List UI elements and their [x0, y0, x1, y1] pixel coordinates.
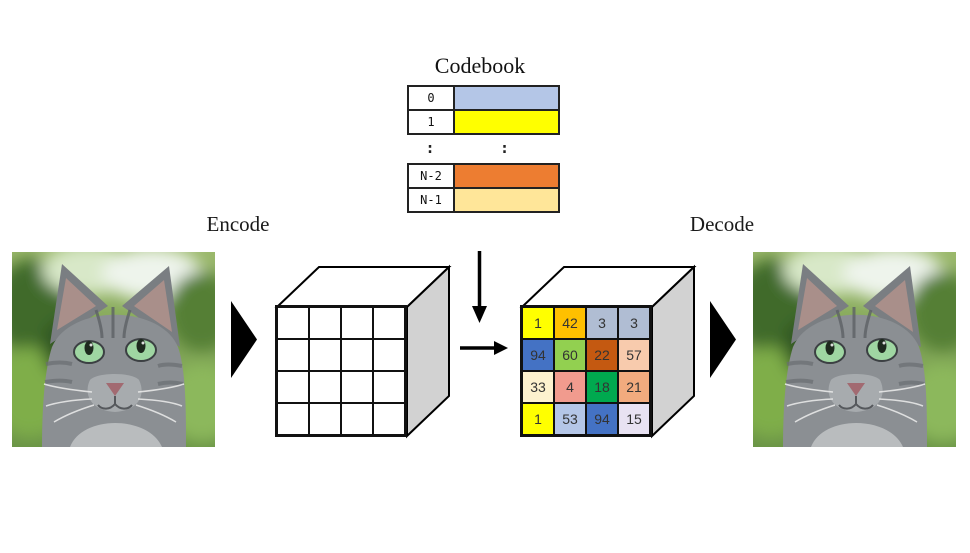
codebook-ellipsis: : : [407, 139, 556, 161]
codebook-row: N-2 [409, 165, 558, 189]
codebook-row: 0 [409, 87, 558, 111]
latent-cell: 42 [554, 307, 586, 339]
latent-cell: 3 [586, 307, 618, 339]
latent-cell: 60 [554, 339, 586, 371]
latent-cell: 94 [586, 403, 618, 435]
empty-latent-grid [275, 305, 407, 437]
codebook-table-bottom: N-2 N-1 [407, 163, 560, 213]
decode-label: Decode [689, 212, 755, 236]
codebook-row: N-1 [409, 189, 558, 211]
latent-cell: 33 [522, 371, 554, 403]
cube-side-face [406, 264, 450, 439]
empty-cell [341, 339, 373, 371]
encode-arrow-icon [231, 301, 257, 378]
latent-cell: 1 [522, 403, 554, 435]
empty-cell [309, 371, 341, 403]
empty-cell [373, 403, 405, 435]
latent-cell: 15 [618, 403, 650, 435]
empty-cell [341, 403, 373, 435]
empty-cell [277, 403, 309, 435]
empty-cell [277, 339, 309, 371]
latent-cell: 57 [618, 339, 650, 371]
empty-cell [277, 371, 309, 403]
codebook-ellipsis-right: : [499, 139, 510, 157]
latent-cell: 4 [554, 371, 586, 403]
codebook-ellipsis-left: : [425, 139, 435, 157]
cube-side-face [651, 264, 695, 439]
cube-faces [519, 264, 697, 439]
codebook-row: 1 [409, 111, 558, 133]
latent-cube-quantized: 1 42 3 3 94 60 22 57 33 4 18 21 1 53 94 … [517, 261, 702, 446]
latent-cell: 53 [554, 403, 586, 435]
decode-arrow-icon [710, 301, 736, 378]
codebook-title: Codebook [434, 53, 526, 78]
empty-cell [373, 339, 405, 371]
codebook-index: 1 [409, 111, 455, 133]
empty-cell [373, 307, 405, 339]
codebook-table-top: 0 1 [407, 85, 560, 135]
codebook-index: 0 [409, 87, 455, 109]
latent-cell: 22 [586, 339, 618, 371]
latent-cell: 3 [618, 307, 650, 339]
codebook-color-swatch [455, 87, 558, 109]
codebook-color-swatch [455, 111, 558, 133]
codebook-index: N-1 [409, 189, 455, 211]
quantized-latent-grid: 1 42 3 3 94 60 22 57 33 4 18 21 1 53 94 … [520, 305, 652, 437]
codebook-color-swatch [455, 165, 558, 187]
empty-cell [341, 307, 373, 339]
empty-cell [373, 371, 405, 403]
latent-cell: 94 [522, 339, 554, 371]
empty-cell [277, 307, 309, 339]
codebook-index: N-2 [409, 165, 455, 187]
codebook-down-arrow-icon [472, 251, 487, 323]
reconstructed-cat-image [753, 252, 956, 447]
input-cat-image [12, 252, 215, 447]
empty-cell [309, 403, 341, 435]
latent-cell: 1 [522, 307, 554, 339]
cube-faces [274, 264, 452, 439]
latent-cell: 21 [618, 371, 650, 403]
codebook-color-swatch [455, 189, 558, 211]
empty-cell [309, 339, 341, 371]
quantize-right-arrow-icon [460, 341, 508, 355]
empty-cell [341, 371, 373, 403]
latent-cube-empty [272, 261, 457, 446]
empty-cell [309, 307, 341, 339]
encode-label: Encode [206, 212, 270, 236]
latent-cell: 18 [586, 371, 618, 403]
